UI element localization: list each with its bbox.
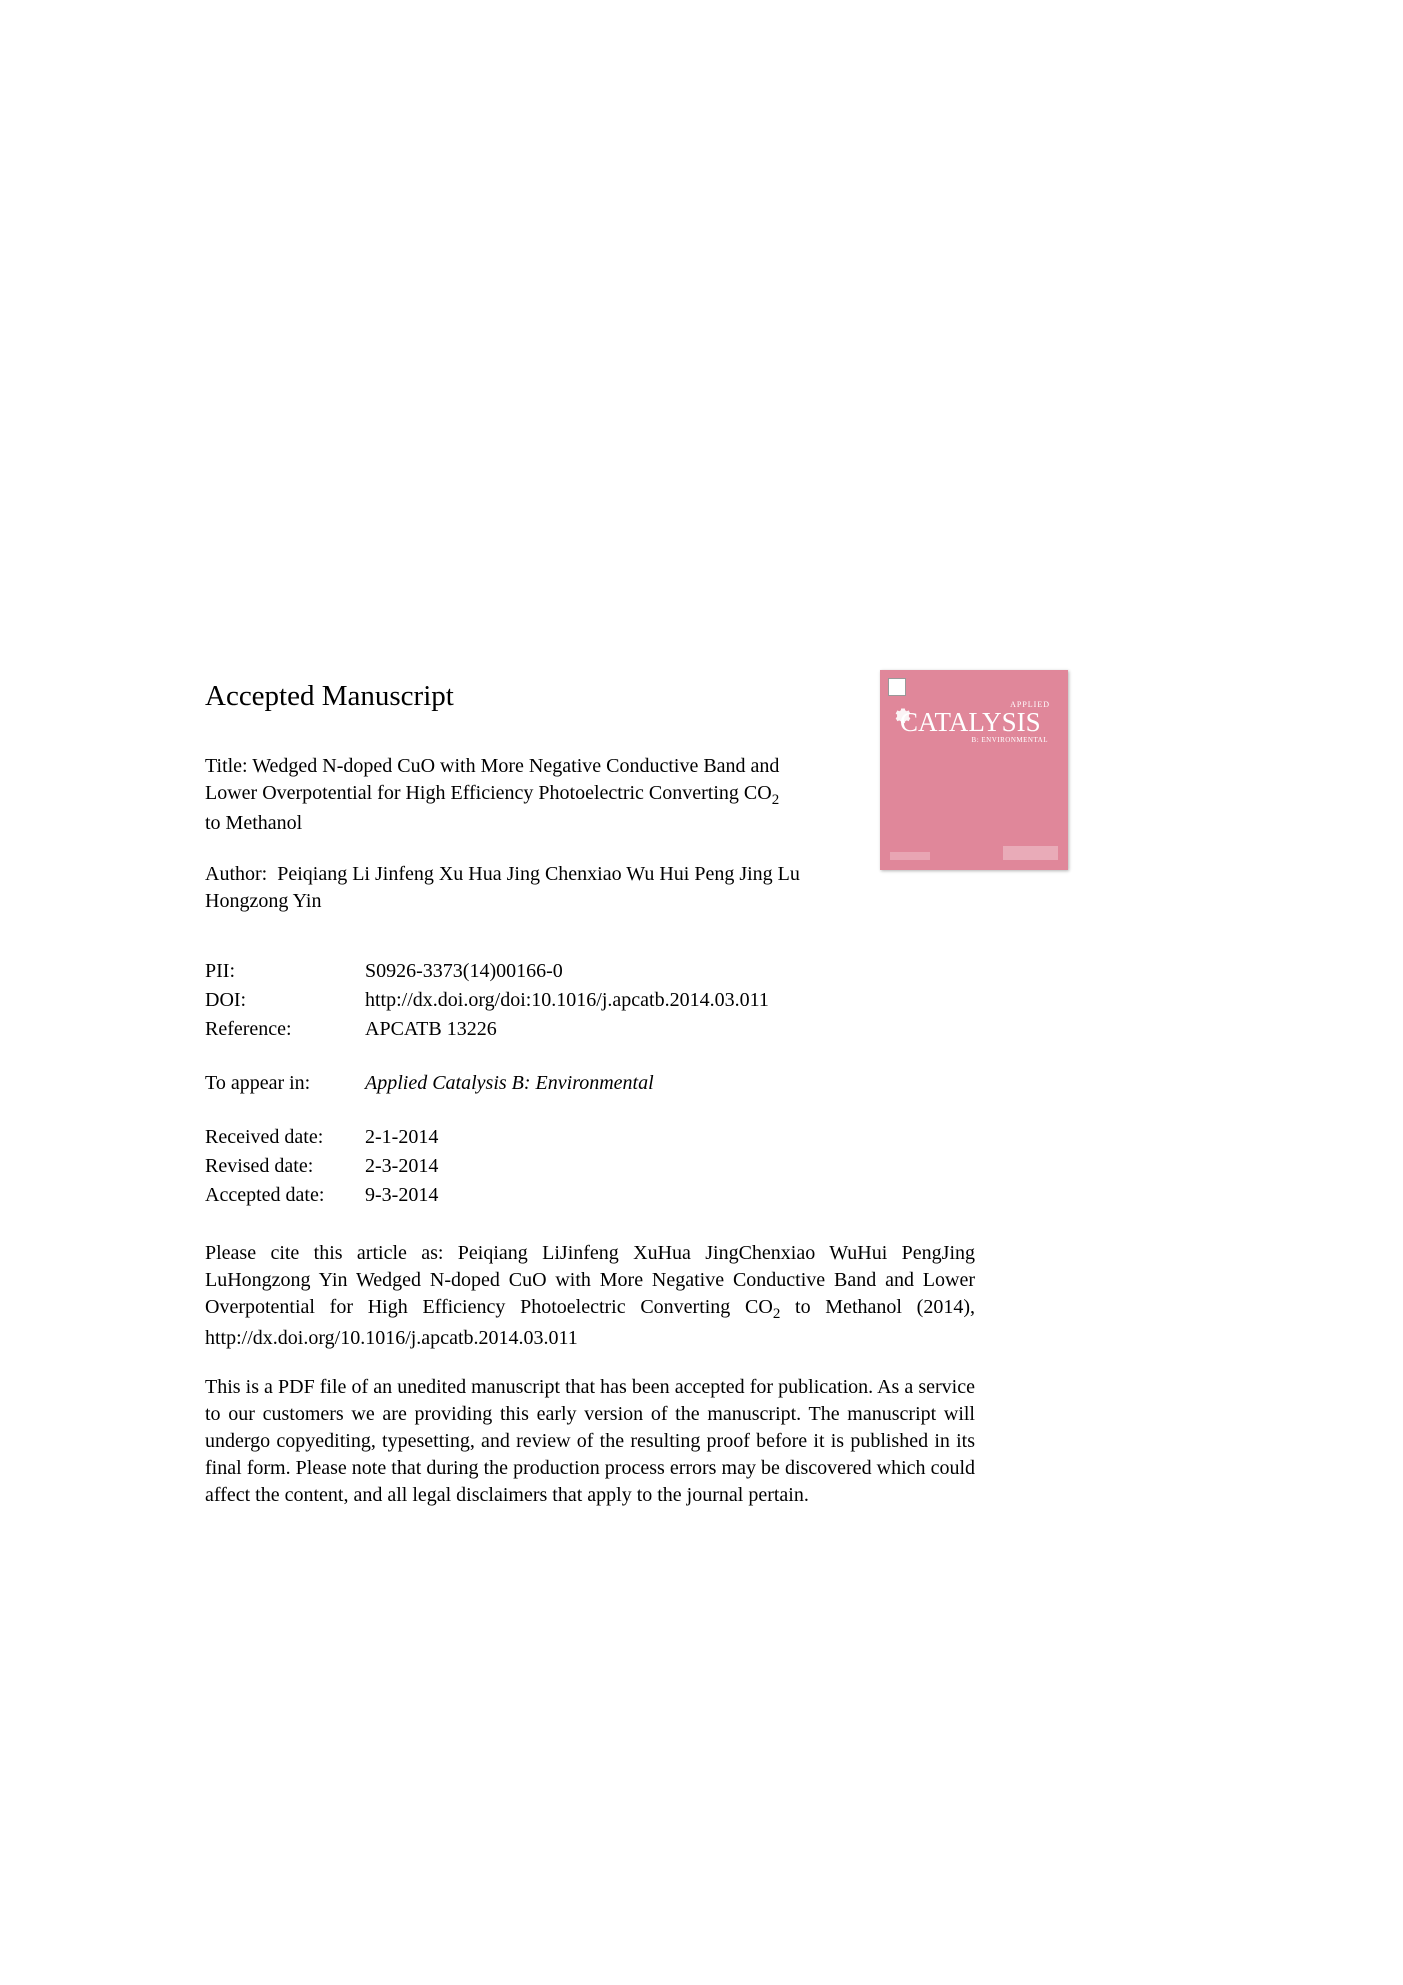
received-value: 2-1-2014 <box>365 1123 975 1152</box>
doi-label: DOI: <box>205 986 365 1015</box>
reference-value: APCATB 13226 <box>365 1015 975 1044</box>
doi-row: DOI: http://dx.doi.org/doi:10.1016/j.apc… <box>205 986 975 1015</box>
pii-label: PII: <box>205 957 365 986</box>
publisher-logo-icon <box>888 678 906 696</box>
accepted-row: Accepted date: 9-3-2014 <box>205 1181 975 1210</box>
title-text: Wedged N-doped CuO with More Negative Co… <box>205 755 779 804</box>
metadata-table: PII: S0926-3373(14)00166-0 DOI: http://d… <box>205 957 975 1044</box>
received-row: Received date: 2-1-2014 <box>205 1123 975 1152</box>
received-label: Received date: <box>205 1123 365 1152</box>
author-label: Author: <box>205 863 267 885</box>
title-block: Title: Wedged N-doped CuO with More Nega… <box>205 753 785 837</box>
reference-row: Reference: APCATB 13226 <box>205 1015 975 1044</box>
disclaimer-text: This is a PDF file of an unedited manusc… <box>205 1374 975 1509</box>
accepted-value: 9-3-2014 <box>365 1181 975 1210</box>
accepted-label: Accepted date: <box>205 1181 365 1210</box>
cover-bottom-left-mark <box>890 852 930 860</box>
dates-table: Received date: 2-1-2014 Revised date: 2-… <box>205 1123 975 1210</box>
pii-value: S0926-3373(14)00166-0 <box>365 957 975 986</box>
appear-section: To appear in: Applied Catalysis B: Envir… <box>205 1072 975 1095</box>
appear-value: Applied Catalysis B: Environmental <box>365 1072 654 1095</box>
co2-subscript: 2 <box>772 792 780 808</box>
revised-row: Revised date: 2-3-2014 <box>205 1152 975 1181</box>
pii-row: PII: S0926-3373(14)00166-0 <box>205 957 975 986</box>
author-text: Peiqiang Li Jinfeng Xu Hua Jing Chenxiao… <box>205 863 800 912</box>
revised-value: 2-3-2014 <box>365 1152 975 1181</box>
title-suffix: to Methanol <box>205 812 302 834</box>
doi-value: http://dx.doi.org/doi:10.1016/j.apcatb.2… <box>365 986 975 1015</box>
citation-text: Please cite this article as: Peiqiang Li… <box>205 1240 975 1351</box>
author-block: Author: Peiqiang Li Jinfeng Xu Hua Jing … <box>205 861 805 915</box>
title-label: Title: <box>205 755 248 777</box>
reference-label: Reference: <box>205 1015 365 1044</box>
page-heading: Accepted Manuscript <box>205 680 975 713</box>
revised-label: Revised date: <box>205 1152 365 1181</box>
manuscript-content: Accepted Manuscript Title: Wedged N-dope… <box>205 680 975 1509</box>
cover-environmental-text: B: ENVIRONMENTAL <box>900 736 1048 744</box>
journal-cover: APPLIED CATALYSIS B: ENVIRONMENTAL <box>880 670 1068 870</box>
cover-title-block: APPLIED CATALYSIS B: ENVIRONMENTAL <box>900 700 1058 744</box>
cover-bottom-right-mark <box>1003 846 1058 860</box>
appear-label: To appear in: <box>205 1072 365 1095</box>
cover-catalysis-text: CATALYSIS <box>900 709 1058 736</box>
